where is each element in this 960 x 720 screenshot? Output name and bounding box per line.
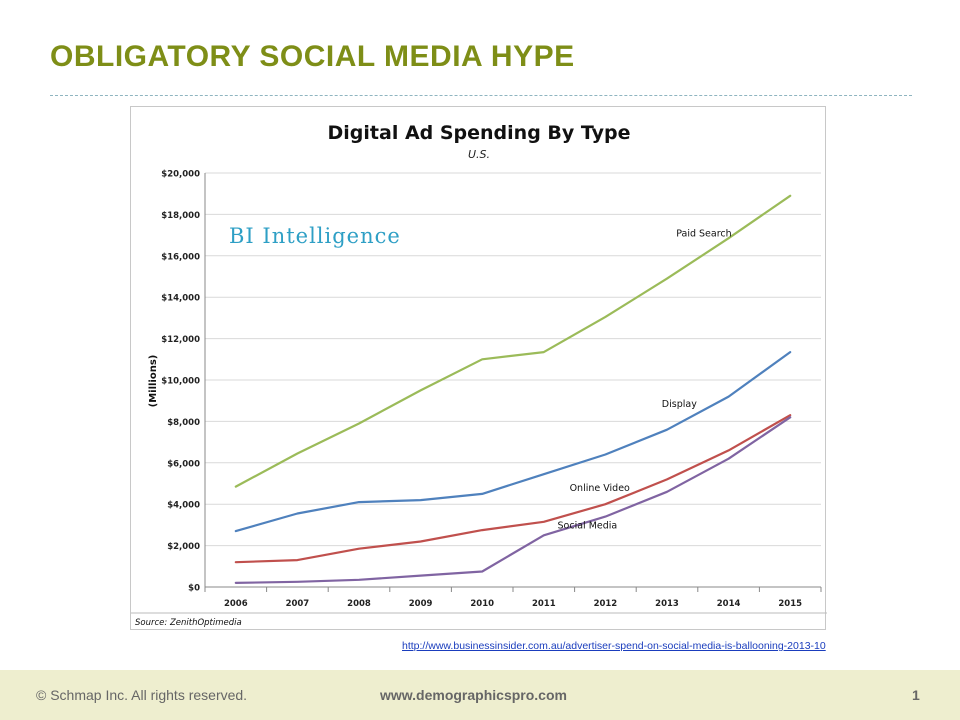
chart-subtitle: U.S. xyxy=(468,148,490,161)
chart-frame: Digital Ad Spending By Type U.S. BI Inte… xyxy=(130,106,827,630)
line-chart: Digital Ad Spending By Type U.S. BI Inte… xyxy=(131,122,827,628)
y-tick-label: $8,000 xyxy=(167,418,200,428)
y-tick-label: $2,000 xyxy=(167,542,200,552)
footer-bar: © Schmap Inc. All rights reserved. www.d… xyxy=(0,670,960,720)
x-tick-label: 2013 xyxy=(655,599,679,609)
y-tick-label: $12,000 xyxy=(161,335,200,345)
y-tick-label: $10,000 xyxy=(161,377,200,387)
x-tick-label: 2014 xyxy=(717,599,741,609)
y-tick-label: $14,000 xyxy=(161,294,200,304)
x-tick-label: 2010 xyxy=(470,599,494,609)
series-label: Online Video xyxy=(570,483,630,494)
series-line-online-video xyxy=(234,414,792,564)
source-link[interactable]: http://www.businessinsider.com.au/advert… xyxy=(402,640,826,652)
series-line-paid-search xyxy=(234,194,792,488)
y-axis-label: (Millions) xyxy=(148,355,159,408)
series-label: Display xyxy=(662,399,697,410)
axis-layer: $0 $2,000 $4,000 $6,000 $8,000 $10,000 $12,000… xyxy=(161,170,822,609)
x-tick-label: 2007 xyxy=(286,599,310,609)
page-number: 1 xyxy=(912,687,920,703)
series-line-display xyxy=(234,351,792,533)
y-tick-label: $6,000 xyxy=(167,459,200,469)
x-tick-label: 2008 xyxy=(347,599,371,609)
series-line-social-media xyxy=(234,416,792,584)
series-layer xyxy=(234,194,792,584)
series-label-layer: Paid Search Display Online Video Social Med… xyxy=(558,228,732,531)
footer-copyright: © Schmap Inc. All rights reserved. xyxy=(36,687,248,703)
chart-source: Source: ZenithOptimedia xyxy=(135,618,242,628)
slide-title: OBLIGATORY SOCIAL MEDIA HYPE xyxy=(50,40,575,73)
y-tick-label: $0 xyxy=(188,584,200,594)
x-tick-label: 2006 xyxy=(224,599,248,609)
title-divider xyxy=(50,95,912,96)
y-tick-label: $16,000 xyxy=(161,252,200,262)
brand-logo-text: BI Intelligence xyxy=(229,224,401,248)
series-label: Paid Search xyxy=(676,228,731,239)
chart-title: Digital Ad Spending By Type xyxy=(328,122,631,144)
series-label: Social Media xyxy=(558,521,618,532)
y-tick-label: $4,000 xyxy=(167,501,200,511)
x-tick-label: 2011 xyxy=(532,599,556,609)
y-tick-label: $18,000 xyxy=(161,211,200,221)
x-tick-label: 2012 xyxy=(594,599,618,609)
x-tick-label: 2009 xyxy=(409,599,433,609)
x-tick-label: 2015 xyxy=(778,599,802,609)
y-tick-label: $20,000 xyxy=(161,170,200,180)
footer-website[interactable]: www.demographicspro.com xyxy=(380,687,567,703)
